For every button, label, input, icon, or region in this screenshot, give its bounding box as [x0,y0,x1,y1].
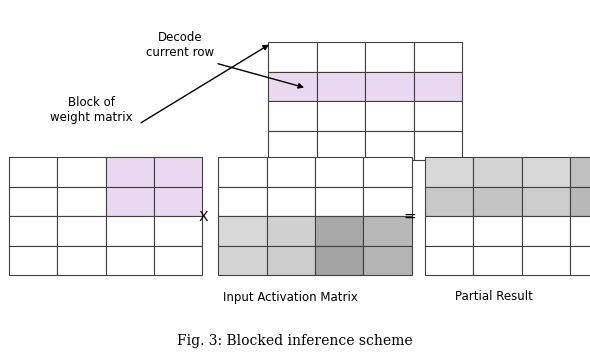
Bar [317,101,365,131]
Bar [267,187,315,216]
Bar [570,187,590,216]
Bar [315,246,363,275]
Bar [268,72,317,101]
Bar [363,157,412,187]
Bar [473,187,522,216]
Bar [522,246,570,275]
Bar [106,246,154,275]
Text: Partial Result: Partial Result [455,291,533,303]
Bar [106,157,154,187]
Bar [218,246,267,275]
Bar [365,72,414,101]
Bar [218,216,267,246]
Bar [363,246,412,275]
Bar [267,246,315,275]
Bar [154,216,202,246]
Bar [414,101,462,131]
Bar [363,187,412,216]
Bar [570,157,590,187]
Bar [425,246,473,275]
Bar [9,216,57,246]
Bar [425,187,473,216]
Text: X: X [199,210,208,224]
Bar [473,216,522,246]
Bar [218,157,267,187]
Bar [414,72,462,101]
Bar [267,157,315,187]
Bar [315,216,363,246]
Bar [473,246,522,275]
Bar [473,157,522,187]
Bar [218,187,267,216]
Bar [317,131,365,160]
Bar [154,157,202,187]
Bar [317,42,365,72]
Bar [317,72,365,101]
Bar [414,131,462,160]
Bar [522,216,570,246]
Text: Input Activation Matrix: Input Activation Matrix [224,291,358,303]
Bar [365,42,414,72]
Bar [267,216,315,246]
Bar [365,131,414,160]
Bar [363,216,412,246]
Bar [154,246,202,275]
Bar [57,187,106,216]
Bar [365,101,414,131]
Bar [315,187,363,216]
Bar [425,216,473,246]
Bar [268,101,317,131]
Bar [268,131,317,160]
Bar [9,187,57,216]
Text: Fig. 3: Blocked inference scheme: Fig. 3: Blocked inference scheme [177,334,413,348]
Bar [414,42,462,72]
Bar [57,246,106,275]
Bar [425,157,473,187]
Bar [57,157,106,187]
Bar [57,216,106,246]
Bar [106,187,154,216]
Bar [154,187,202,216]
Bar [9,157,57,187]
Bar [106,216,154,246]
Bar [268,42,317,72]
Text: =: = [404,209,417,224]
Bar [522,157,570,187]
Bar [522,187,570,216]
Bar [570,246,590,275]
Bar [315,157,363,187]
Bar [570,216,590,246]
Text: Decode
current row: Decode current row [146,31,214,59]
Text: Block of
weight matrix: Block of weight matrix [50,96,133,124]
Bar [9,246,57,275]
